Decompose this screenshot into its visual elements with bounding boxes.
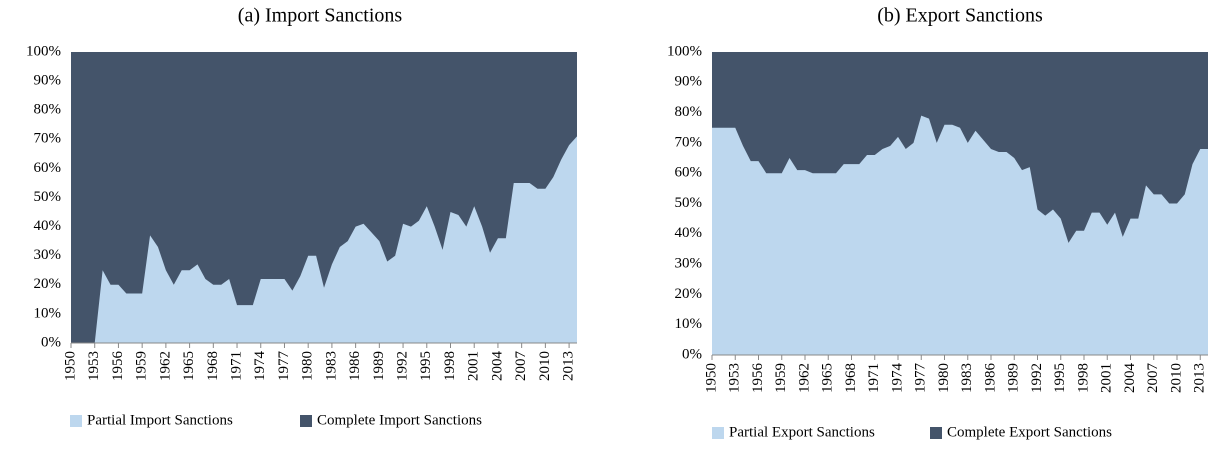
y-tick-label: 0% (41, 334, 61, 350)
x-tick-label: 1995 (418, 351, 434, 381)
legend-swatch (300, 415, 312, 427)
y-tick-label: 50% (675, 195, 703, 211)
y-tick-label: 20% (34, 276, 62, 292)
x-tick-label: 2001 (466, 351, 482, 381)
x-tick-label: 1962 (157, 351, 173, 381)
y-tick-label: 30% (675, 256, 703, 272)
x-tick-label: 1983 (323, 351, 339, 381)
x-tick-label: 1995 (1052, 363, 1068, 393)
y-tick-label: 100% (26, 43, 61, 59)
x-tick-label: 2004 (489, 351, 505, 382)
y-tick-label: 50% (34, 189, 62, 205)
x-tick-label: 1971 (866, 363, 882, 393)
y-tick-label: 80% (675, 104, 703, 120)
x-tick-label: 2004 (1122, 363, 1138, 394)
x-tick-label: 1950 (62, 351, 78, 381)
area (71, 136, 577, 343)
chart-title: (a) Import Sanctions (238, 5, 403, 27)
legend-label: Partial Export Sanctions (729, 424, 875, 440)
y-tick-label: 30% (34, 247, 62, 263)
y-tick-label: 0% (682, 346, 702, 362)
x-tick-label: 1977 (913, 363, 929, 394)
y-tick-label: 70% (675, 134, 703, 150)
y-tick-label: 10% (34, 305, 62, 321)
y-tick-label: 60% (675, 165, 703, 181)
x-tick-label: 1974 (889, 363, 905, 394)
x-tick-label: 1983 (959, 363, 975, 393)
x-tick-label: 2013 (1192, 363, 1208, 393)
x-tick-label: 1953 (727, 363, 743, 393)
y-tick-label: 20% (675, 286, 703, 302)
y-tick-label: 90% (675, 74, 703, 90)
x-tick-label: 1998 (442, 351, 458, 381)
legend-label: Complete Import Sanctions (317, 412, 482, 428)
x-tick-label: 1992 (395, 351, 411, 381)
y-tick-label: 90% (34, 73, 62, 89)
y-tick-label: 80% (34, 102, 62, 118)
x-tick-label: 1992 (1029, 363, 1045, 393)
x-tick-label: 2013 (561, 351, 577, 381)
y-tick-label: 10% (675, 316, 703, 332)
x-tick-label: 1950 (703, 363, 719, 393)
y-tick-label: 40% (34, 218, 62, 234)
x-tick-label: 2001 (1099, 363, 1115, 393)
chart-title: (b) Export Sanctions (877, 5, 1043, 27)
x-tick-label: 2007 (1145, 363, 1161, 394)
x-tick-label: 1998 (1075, 363, 1091, 393)
x-tick-label: 1962 (796, 363, 812, 393)
x-tick-label: 1968 (843, 363, 859, 393)
x-tick-label: 1959 (134, 351, 150, 381)
legend-label: Partial Import Sanctions (87, 412, 233, 428)
x-tick-label: 1953 (86, 351, 102, 381)
x-tick-label: 2010 (1168, 363, 1184, 393)
x-tick-label: 1977 (276, 351, 292, 382)
x-tick-label: 1986 (347, 351, 363, 382)
legend-swatch (70, 415, 82, 427)
x-tick-label: 2007 (513, 351, 529, 382)
y-tick-label: 70% (34, 131, 62, 147)
legend-label: Complete Export Sanctions (947, 424, 1112, 440)
x-tick-label: 1980 (300, 351, 316, 381)
legend-swatch (712, 427, 724, 439)
x-tick-label: 1956 (110, 351, 126, 382)
x-tick-label: 1971 (228, 351, 244, 381)
x-tick-label: 1956 (750, 363, 766, 394)
y-tick-label: 100% (667, 43, 702, 59)
x-tick-label: 1959 (773, 363, 789, 393)
x-tick-label: 2010 (537, 351, 553, 381)
x-tick-label: 1968 (205, 351, 221, 381)
x-tick-label: 1965 (181, 351, 197, 381)
x-tick-label: 1986 (982, 363, 998, 394)
x-tick-label: 1965 (820, 363, 836, 393)
legend-swatch (930, 427, 942, 439)
area (712, 115, 1208, 355)
x-tick-label: 1989 (1006, 363, 1022, 393)
x-tick-label: 1974 (252, 351, 268, 382)
x-tick-label: 1989 (371, 351, 387, 381)
y-tick-label: 60% (34, 160, 62, 176)
y-tick-label: 40% (675, 225, 703, 241)
x-tick-label: 1980 (936, 363, 952, 393)
